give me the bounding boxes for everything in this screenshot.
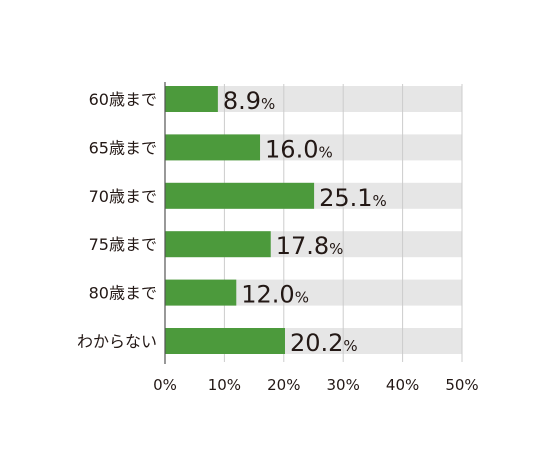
x-tick-label: 40%: [386, 376, 419, 394]
data-label: 8.9%: [223, 87, 275, 115]
bar: [165, 134, 261, 161]
data-label-value: 16.0: [265, 135, 318, 163]
data-label-value: 17.8: [276, 232, 329, 260]
bar: [165, 182, 315, 209]
data-label-value: 12.0: [241, 281, 294, 309]
x-tick-label: 0%: [153, 376, 177, 394]
x-tick-label: 30%: [327, 376, 360, 394]
category-label: わからない: [77, 332, 157, 351]
x-tick-label: 20%: [267, 376, 300, 394]
data-label-unit: %: [343, 337, 357, 355]
bar: [165, 328, 285, 354]
x-tick-label: 10%: [208, 376, 241, 394]
category-label: 75歳まで: [89, 235, 157, 254]
data-label-value: 25.1: [319, 184, 372, 212]
data-label-unit: %: [373, 192, 387, 210]
data-label-unit: %: [329, 240, 343, 258]
data-label-unit: %: [261, 95, 275, 113]
data-label: 25.1%: [319, 184, 387, 212]
bar: [165, 86, 218, 112]
data-label: 12.0%: [241, 281, 309, 309]
data-label-value: 20.2: [290, 329, 343, 357]
data-label-unit: %: [295, 289, 309, 307]
data-label-value: 8.9: [223, 87, 261, 115]
category-label: 60歳まで: [89, 90, 157, 109]
data-label: 17.8%: [276, 232, 344, 260]
data-label: 20.2%: [290, 329, 358, 357]
category-label: 70歳まで: [89, 187, 157, 206]
data-label-unit: %: [318, 143, 332, 161]
category-label: 65歳まで: [89, 138, 157, 157]
bar: [165, 231, 271, 258]
bar: [165, 279, 237, 306]
x-tick-label: 50%: [445, 376, 478, 394]
category-label: 80歳まで: [89, 284, 157, 303]
data-label: 16.0%: [265, 135, 333, 163]
